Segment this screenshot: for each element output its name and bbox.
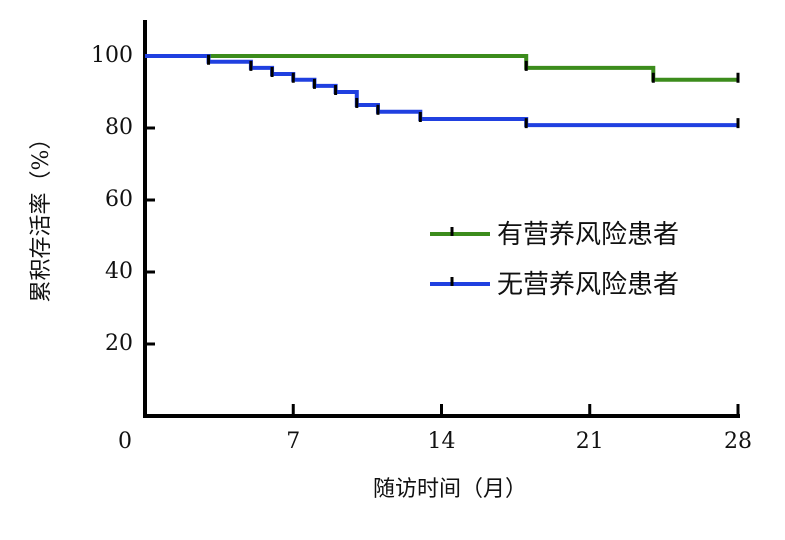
y-tick-label: 60 [105, 187, 133, 212]
x-tick-label: 0 [118, 429, 132, 454]
legend-label: 无营养风险患者 [497, 270, 679, 300]
x-tick-label: 21 [576, 429, 604, 454]
y-tick-label: 100 [91, 43, 133, 68]
x-tick-label: 14 [428, 429, 456, 454]
y-tick-label: 80 [105, 115, 133, 140]
x-tick-label: 7 [286, 429, 300, 454]
y-tick-label: 20 [105, 331, 133, 356]
x-axis-title: 随访时间（月） [373, 477, 527, 502]
legend-label: 有营养风险患者 [497, 220, 679, 250]
survival-line [145, 54, 738, 82]
y-axis-title: 累积存活率（%） [29, 128, 54, 303]
y-tick-label: 40 [105, 259, 133, 284]
x-tick-label: 28 [724, 429, 752, 454]
